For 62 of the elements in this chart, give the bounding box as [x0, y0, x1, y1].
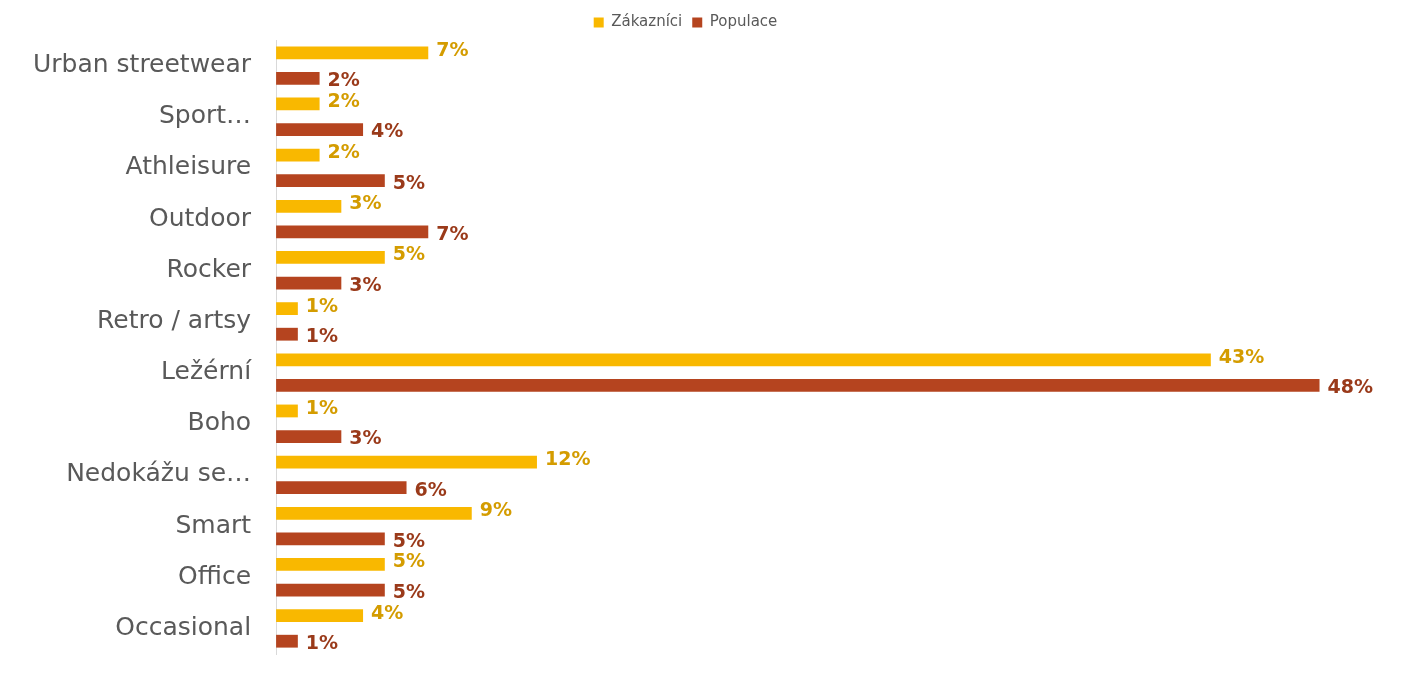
- y-tick-label: Outdoor: [149, 202, 252, 232]
- data-label: 9%: [479, 498, 513, 521]
- data-label: 12%: [544, 447, 591, 470]
- data-label: 3%: [349, 191, 382, 214]
- y-tick-label: Retro / artsy: [97, 304, 252, 334]
- bar: [276, 327, 298, 341]
- bar: [276, 609, 364, 623]
- data-label: 4%: [371, 119, 404, 142]
- y-tick-label: Urban streetwear: [32, 49, 252, 79]
- y-tick-label: Rocker: [166, 253, 252, 283]
- data-label: 5%: [392, 170, 426, 193]
- y-tick-label: Occasional: [115, 611, 252, 641]
- bar: [276, 430, 342, 443]
- bar: [276, 634, 298, 648]
- y-tick-label: Nedokážu se…: [66, 458, 252, 488]
- y-tick-label: Ležérní: [161, 356, 253, 386]
- y-tick-label: Office: [178, 560, 252, 590]
- data-label: 1%: [305, 324, 339, 347]
- data-label: 3%: [349, 426, 382, 449]
- data-label: 4%: [371, 600, 404, 623]
- bar: [276, 455, 537, 469]
- bar: [276, 353, 1211, 367]
- data-label: 1%: [305, 293, 339, 316]
- data-label: 1%: [305, 631, 339, 654]
- bar: [276, 481, 407, 495]
- y-tick-label: Smart: [175, 509, 252, 539]
- data-label: 1%: [305, 395, 339, 418]
- bar: [276, 71, 320, 85]
- data-label: 48%: [1327, 375, 1374, 398]
- bar: [276, 123, 364, 136]
- bar: [276, 506, 472, 520]
- data-label: 5%: [392, 549, 426, 572]
- data-label: 5%: [392, 528, 426, 551]
- bar: [276, 404, 298, 418]
- data-label: 3%: [349, 272, 382, 295]
- y-tick-label: Sport…: [158, 100, 252, 130]
- data-label: 43%: [1218, 344, 1265, 367]
- data-label: 2%: [327, 88, 360, 111]
- data-label: 7%: [436, 37, 469, 60]
- bar: [276, 583, 385, 597]
- y-tick-label: Athleisure: [125, 151, 252, 181]
- data-label: 5%: [392, 242, 426, 265]
- bar: [276, 532, 385, 546]
- bar: [276, 46, 429, 60]
- bar: [276, 199, 342, 213]
- data-label: 5%: [392, 579, 426, 602]
- bar: [276, 148, 320, 162]
- bar: [276, 276, 342, 290]
- bar: [276, 225, 429, 239]
- bar: [276, 302, 298, 316]
- bar: [276, 378, 1320, 392]
- data-label: 6%: [414, 477, 447, 500]
- bar: [276, 97, 320, 111]
- data-label: 7%: [436, 221, 469, 244]
- data-label: 2%: [327, 68, 360, 91]
- legend-label: Populace: [709, 12, 778, 31]
- y-tick-label: Boho: [187, 407, 252, 437]
- bar: [276, 251, 385, 264]
- legend-label: Zákazníci: [611, 12, 683, 31]
- data-label: 2%: [327, 140, 360, 163]
- bar: [276, 558, 385, 571]
- bar: [276, 174, 385, 188]
